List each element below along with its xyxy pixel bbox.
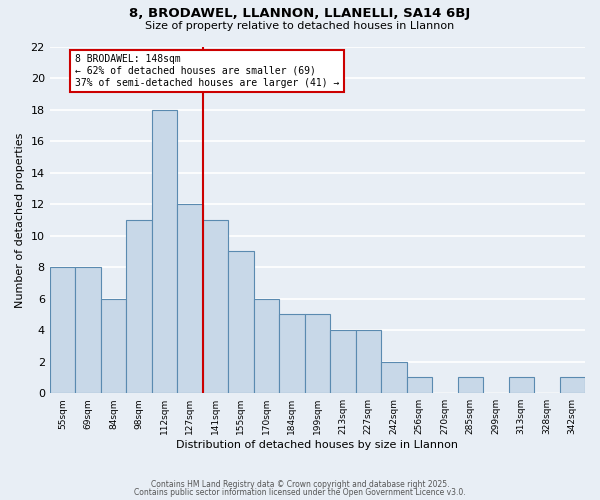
- Bar: [203, 220, 228, 393]
- Bar: [50, 267, 75, 393]
- Text: 8, BRODAWEL, LLANNON, LLANELLI, SA14 6BJ: 8, BRODAWEL, LLANNON, LLANELLI, SA14 6BJ: [130, 8, 470, 20]
- Bar: [126, 220, 152, 393]
- Text: Contains HM Land Registry data © Crown copyright and database right 2025.: Contains HM Land Registry data © Crown c…: [151, 480, 449, 489]
- Bar: [356, 330, 381, 393]
- Bar: [177, 204, 203, 393]
- Bar: [254, 298, 279, 393]
- Bar: [458, 378, 483, 393]
- Bar: [407, 378, 432, 393]
- Bar: [509, 378, 534, 393]
- X-axis label: Distribution of detached houses by size in Llannon: Distribution of detached houses by size …: [176, 440, 458, 450]
- Bar: [330, 330, 356, 393]
- Bar: [279, 314, 305, 393]
- Text: Contains public sector information licensed under the Open Government Licence v3: Contains public sector information licen…: [134, 488, 466, 497]
- Bar: [101, 298, 126, 393]
- Y-axis label: Number of detached properties: Number of detached properties: [15, 132, 25, 308]
- Bar: [228, 252, 254, 393]
- Bar: [381, 362, 407, 393]
- Text: Size of property relative to detached houses in Llannon: Size of property relative to detached ho…: [145, 21, 455, 31]
- Bar: [75, 267, 101, 393]
- Bar: [560, 378, 585, 393]
- Bar: [152, 110, 177, 393]
- Bar: [305, 314, 330, 393]
- Text: 8 BRODAWEL: 148sqm
← 62% of detached houses are smaller (69)
37% of semi-detache: 8 BRODAWEL: 148sqm ← 62% of detached hou…: [75, 54, 340, 88]
